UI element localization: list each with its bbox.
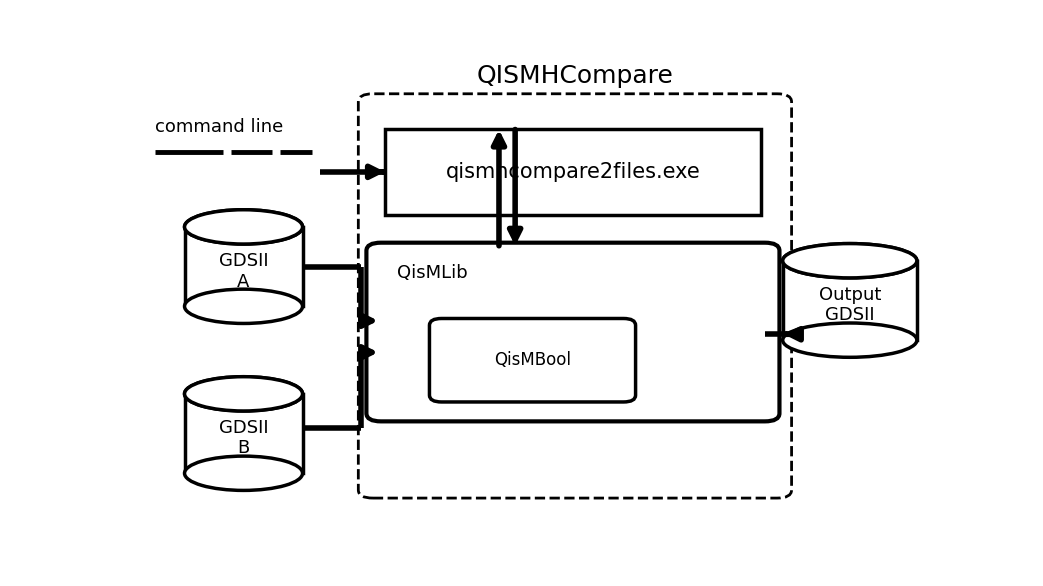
Ellipse shape xyxy=(185,377,302,411)
Ellipse shape xyxy=(185,377,302,411)
Polygon shape xyxy=(782,261,917,340)
Text: QisMBool: QisMBool xyxy=(494,351,571,369)
Ellipse shape xyxy=(782,244,917,278)
Polygon shape xyxy=(185,394,302,473)
Text: QISMHCompare: QISMHCompare xyxy=(477,64,674,88)
Ellipse shape xyxy=(185,210,302,244)
FancyBboxPatch shape xyxy=(366,243,779,421)
Ellipse shape xyxy=(185,210,302,244)
Ellipse shape xyxy=(185,210,302,244)
Text: GDSII
B: GDSII B xyxy=(219,418,268,458)
Ellipse shape xyxy=(782,244,917,278)
Text: QisMLib: QisMLib xyxy=(397,264,468,282)
Text: qismhcompare2files.exe: qismhcompare2files.exe xyxy=(445,162,700,182)
Polygon shape xyxy=(185,227,302,306)
FancyBboxPatch shape xyxy=(430,319,635,402)
Ellipse shape xyxy=(782,244,917,278)
Text: GDSII
A: GDSII A xyxy=(219,252,268,291)
Ellipse shape xyxy=(782,323,917,357)
Ellipse shape xyxy=(185,456,302,490)
Ellipse shape xyxy=(185,289,302,323)
FancyBboxPatch shape xyxy=(385,129,761,214)
Text: Output
GDSII: Output GDSII xyxy=(819,285,881,325)
Ellipse shape xyxy=(185,377,302,411)
Text: command line: command line xyxy=(154,118,283,136)
